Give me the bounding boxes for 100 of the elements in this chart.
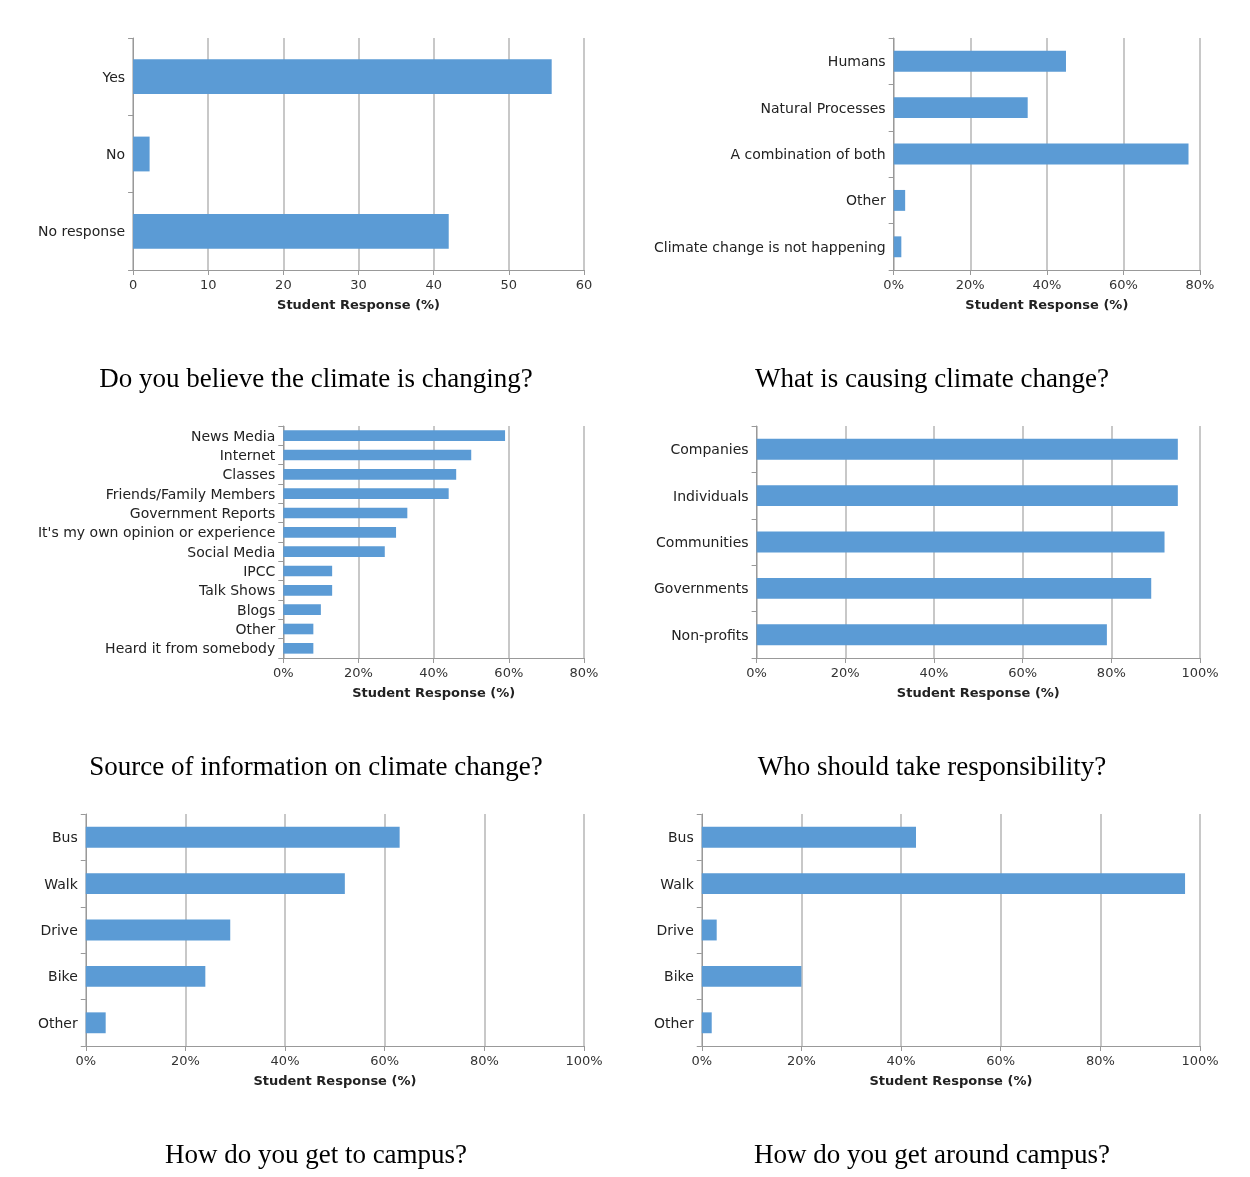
x-tick-label: 30: [350, 277, 367, 292]
x-axis-title: Student Response (%): [965, 297, 1129, 312]
y-tick-label: A combination of both: [730, 146, 886, 162]
y-tick-label: Walk: [44, 875, 79, 892]
y-tick-label: Other: [235, 621, 276, 637]
y-tick-label: Non-profits: [671, 626, 749, 643]
bar: [283, 430, 506, 441]
text: What is causing climate change?: [755, 362, 1109, 393]
x-tick-label: 100%: [565, 1053, 603, 1068]
x-tick-label: 60%: [1108, 277, 1138, 292]
bar: [283, 507, 408, 519]
x-tick-label: 40%: [919, 665, 949, 680]
x-tick-label: 40%: [270, 1053, 300, 1068]
y-tick-label: Bike: [48, 968, 78, 985]
x-tick-label: 40: [425, 277, 442, 292]
x-tick-label: 20%: [344, 665, 373, 680]
bar: [701, 919, 717, 941]
x-tick-label: 0%: [272, 665, 294, 680]
text: How do you get to campus?: [164, 1138, 468, 1169]
y-tick-label: Drive: [40, 922, 78, 938]
x-tick-label: 0: [128, 277, 138, 292]
text: Do you believe the climate is changing?: [99, 362, 533, 393]
bar: [893, 143, 1189, 165]
bar: [283, 623, 314, 635]
x-tick-label: 80%: [1085, 1053, 1115, 1068]
bar: [756, 531, 1165, 553]
x-tick-label: 60%: [986, 1053, 1016, 1068]
bar: [85, 965, 206, 987]
x-tick-label: 60%: [1008, 665, 1038, 680]
x-tick-label: 20%: [786, 1053, 816, 1068]
y-tick-label: Individuals: [673, 487, 749, 504]
x-tick-label: 20%: [830, 665, 860, 680]
bar: [893, 97, 1028, 119]
y-tick-label: No response: [38, 223, 126, 240]
bar: [756, 485, 1178, 507]
x-tick-label: 100%: [1181, 665, 1219, 680]
x-tick-label: 40%: [419, 665, 449, 680]
bar: [133, 59, 552, 95]
bar: [283, 469, 457, 480]
y-tick-label: Walk: [660, 875, 695, 892]
bar: [756, 438, 1178, 460]
bar: [701, 826, 916, 848]
bar: [85, 1012, 106, 1034]
bar: [701, 965, 802, 987]
y-tick-label: Humans: [827, 53, 886, 70]
y-tick-label: Other: [845, 192, 886, 209]
text: Who should take responsibility?: [757, 750, 1107, 781]
bar: [283, 449, 472, 461]
x-tick-label: 50: [500, 277, 518, 292]
x-tick-label: 20: [275, 277, 292, 292]
bar: [133, 136, 150, 172]
x-tick-label: 80%: [1185, 277, 1215, 292]
x-tick-label: 60%: [494, 665, 524, 680]
bar: [133, 213, 449, 249]
bar: [283, 643, 314, 654]
text: How do you get around campus?: [753, 1138, 1111, 1169]
y-tick-label: Bike: [664, 968, 694, 985]
y-tick-label: Governments: [653, 580, 749, 597]
y-tick-label: Social Media: [187, 543, 276, 560]
y-tick-label: IPCC: [243, 563, 276, 579]
y-tick-label: Other: [37, 1014, 78, 1031]
y-tick-label: Internet: [219, 447, 276, 463]
x-tick-label: 60%: [370, 1053, 400, 1068]
bar: [756, 624, 1107, 646]
x-tick-label: 0%: [746, 665, 767, 680]
bar: [701, 873, 1186, 895]
y-tick-label: Bus: [667, 829, 694, 846]
y-tick-label: Heard it from somebody: [105, 640, 276, 657]
bar: [283, 585, 333, 596]
x-tick-label: 0%: [883, 277, 904, 292]
x-tick-label: 0%: [75, 1053, 97, 1068]
bar: [893, 189, 906, 211]
y-tick-label: Government Reports: [129, 505, 276, 521]
bar: [893, 236, 902, 258]
x-tick-label: 80%: [1096, 665, 1126, 680]
x-tick-label: 20%: [955, 277, 985, 292]
bar: [283, 527, 397, 538]
bar: [283, 488, 449, 499]
bar: [283, 565, 333, 577]
x-axis-title: Student Response (%): [352, 685, 516, 700]
bar: [701, 1012, 712, 1034]
x-tick-label: 80%: [569, 665, 599, 680]
x-tick-label: 40%: [886, 1053, 916, 1068]
x-tick-label: 20%: [170, 1053, 200, 1068]
x-axis-title: Student Response (%): [896, 685, 1060, 700]
x-axis-title: Student Response (%): [253, 1073, 417, 1088]
y-tick-label: News Media: [190, 427, 276, 444]
y-tick-label: Yes: [101, 68, 126, 85]
x-axis-title: Student Response (%): [869, 1073, 1033, 1088]
text: Source of information on climate change?: [89, 750, 543, 781]
y-tick-label: Other: [653, 1014, 694, 1031]
y-tick-label: Communities: [656, 534, 749, 550]
y-tick-label: Talk Shows: [197, 582, 276, 599]
x-axis-title: Student Response (%): [277, 297, 441, 312]
x-tick-label: 0%: [691, 1053, 713, 1068]
y-tick-label: It's my own opinion or experience: [37, 524, 276, 541]
bar: [756, 577, 1152, 599]
y-tick-label: Blogs: [237, 601, 276, 618]
y-tick-label: Drive: [656, 922, 694, 938]
y-tick-label: Friends/Family Members: [105, 485, 276, 502]
